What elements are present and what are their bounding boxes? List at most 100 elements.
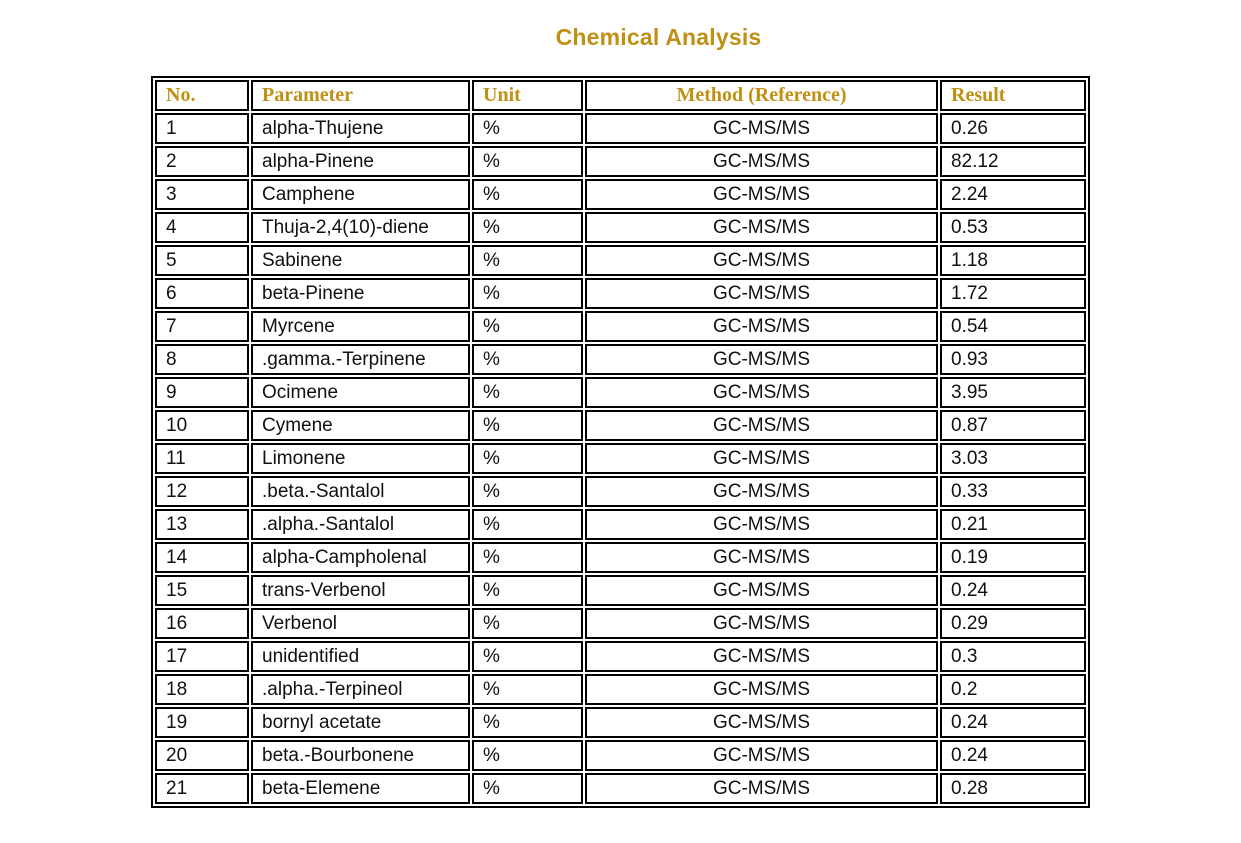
parameter-cell: .alpha.-Santalol: [251, 509, 470, 540]
method-cell: GC-MS/MS: [585, 608, 938, 639]
row-number-cell: 13: [155, 509, 249, 540]
table-row: 11 Limonene% GC-MS/MS 3.03: [155, 443, 1086, 474]
table-row: 14 alpha-Campholenal% GC-MS/MS 0.19: [155, 542, 1086, 573]
method-cell: GC-MS/MS: [585, 377, 938, 408]
unit-cell: %: [472, 443, 583, 474]
unit-cell: %: [472, 377, 583, 408]
row-number-cell: 11: [155, 443, 249, 474]
unit-cell: %: [472, 509, 583, 540]
header-row: No. Parameter Unit Method (Reference) Re…: [155, 80, 1086, 111]
parameter-cell: .alpha.-Terpineol: [251, 674, 470, 705]
parameter-cell: beta-Pinene: [251, 278, 470, 309]
table-row: 5 Sabinene% GC-MS/MS 1.18: [155, 245, 1086, 276]
parameter-cell: alpha-Thujene: [251, 113, 470, 144]
result-cell: 3.03: [940, 443, 1086, 474]
row-number-cell: 1: [155, 113, 249, 144]
method-cell: GC-MS/MS: [585, 410, 938, 441]
parameter-cell: Sabinene: [251, 245, 470, 276]
method-cell: GC-MS/MS: [585, 311, 938, 342]
table-row: 21 beta-Elemene% GC-MS/MS 0.28: [155, 773, 1086, 804]
unit-cell: %: [472, 476, 583, 507]
table-header: No. Parameter Unit Method (Reference) Re…: [155, 80, 1086, 111]
unit-cell: %: [472, 179, 583, 210]
row-number-cell: 4: [155, 212, 249, 243]
unit-cell: %: [472, 146, 583, 177]
result-cell: 0.33: [940, 476, 1086, 507]
table-row: 10 Cymene% GC-MS/MS 0.87: [155, 410, 1086, 441]
unit-cell: %: [472, 641, 583, 672]
header-parameter: Parameter: [251, 80, 470, 111]
result-cell: 0.26: [940, 113, 1086, 144]
method-cell: GC-MS/MS: [585, 344, 938, 375]
parameter-cell: unidentified: [251, 641, 470, 672]
parameter-cell: Limonene: [251, 443, 470, 474]
parameter-cell: trans-Verbenol: [251, 575, 470, 606]
unit-cell: %: [472, 113, 583, 144]
method-cell: GC-MS/MS: [585, 641, 938, 672]
unit-cell: %: [472, 311, 583, 342]
result-cell: 0.21: [940, 509, 1086, 540]
method-cell: GC-MS/MS: [585, 542, 938, 573]
method-cell: GC-MS/MS: [585, 575, 938, 606]
result-cell: 0.28: [940, 773, 1086, 804]
method-cell: GC-MS/MS: [585, 476, 938, 507]
result-cell: 0.24: [940, 740, 1086, 771]
row-number-cell: 16: [155, 608, 249, 639]
method-cell: GC-MS/MS: [585, 509, 938, 540]
parameter-cell: Cymene: [251, 410, 470, 441]
parameter-cell: bornyl acetate: [251, 707, 470, 738]
row-number-cell: 19: [155, 707, 249, 738]
parameter-cell: Ocimene: [251, 377, 470, 408]
result-cell: 0.19: [940, 542, 1086, 573]
unit-cell: %: [472, 278, 583, 309]
table-row: 19 bornyl acetate% GC-MS/MS 0.24: [155, 707, 1086, 738]
result-cell: 0.53: [940, 212, 1086, 243]
result-cell: 82.12: [940, 146, 1086, 177]
method-cell: GC-MS/MS: [585, 443, 938, 474]
row-number-cell: 14: [155, 542, 249, 573]
row-number-cell: 6: [155, 278, 249, 309]
header-no: No.: [155, 80, 249, 111]
method-cell: GC-MS/MS: [585, 773, 938, 804]
row-number-cell: 12: [155, 476, 249, 507]
parameter-cell: alpha-Campholenal: [251, 542, 470, 573]
table-row: 2 alpha-Pinene% GC-MS/MS 82.12: [155, 146, 1086, 177]
result-cell: 0.54: [940, 311, 1086, 342]
method-cell: GC-MS/MS: [585, 113, 938, 144]
parameter-cell: .beta.-Santalol: [251, 476, 470, 507]
unit-cell: %: [472, 674, 583, 705]
parameter-cell: beta-Elemene: [251, 773, 470, 804]
table-row: 17 unidentified% GC-MS/MS 0.3: [155, 641, 1086, 672]
result-cell: 0.2: [940, 674, 1086, 705]
row-number-cell: 18: [155, 674, 249, 705]
parameter-cell: beta.-Bourbonene: [251, 740, 470, 771]
page-title: Chemical Analysis: [555, 24, 762, 50]
table-row: 7 Myrcene% GC-MS/MS 0.54: [155, 311, 1086, 342]
method-cell: GC-MS/MS: [585, 179, 938, 210]
method-cell: GC-MS/MS: [585, 212, 938, 243]
result-cell: 0.24: [940, 707, 1086, 738]
row-number-cell: 5: [155, 245, 249, 276]
table-row: 13 .alpha.-Santalol% GC-MS/MS 0.21: [155, 509, 1086, 540]
unit-cell: %: [472, 575, 583, 606]
result-cell: 0.29: [940, 608, 1086, 639]
row-number-cell: 7: [155, 311, 249, 342]
method-cell: GC-MS/MS: [585, 707, 938, 738]
header-result: Result: [940, 80, 1086, 111]
table-row: 3 Camphene% GC-MS/MS 2.24: [155, 179, 1086, 210]
parameter-cell: Thuja-2,4(10)-diene: [251, 212, 470, 243]
row-number-cell: 21: [155, 773, 249, 804]
unit-cell: %: [472, 542, 583, 573]
unit-cell: %: [472, 773, 583, 804]
row-number-cell: 3: [155, 179, 249, 210]
method-cell: GC-MS/MS: [585, 245, 938, 276]
method-cell: GC-MS/MS: [585, 146, 938, 177]
table-row: 20 beta.-Bourbonene% GC-MS/MS 0.24: [155, 740, 1086, 771]
parameter-cell: Myrcene: [251, 311, 470, 342]
result-cell: 0.93: [940, 344, 1086, 375]
method-cell: GC-MS/MS: [585, 674, 938, 705]
header-unit: Unit: [472, 80, 583, 111]
unit-cell: %: [472, 410, 583, 441]
method-cell: GC-MS/MS: [585, 278, 938, 309]
